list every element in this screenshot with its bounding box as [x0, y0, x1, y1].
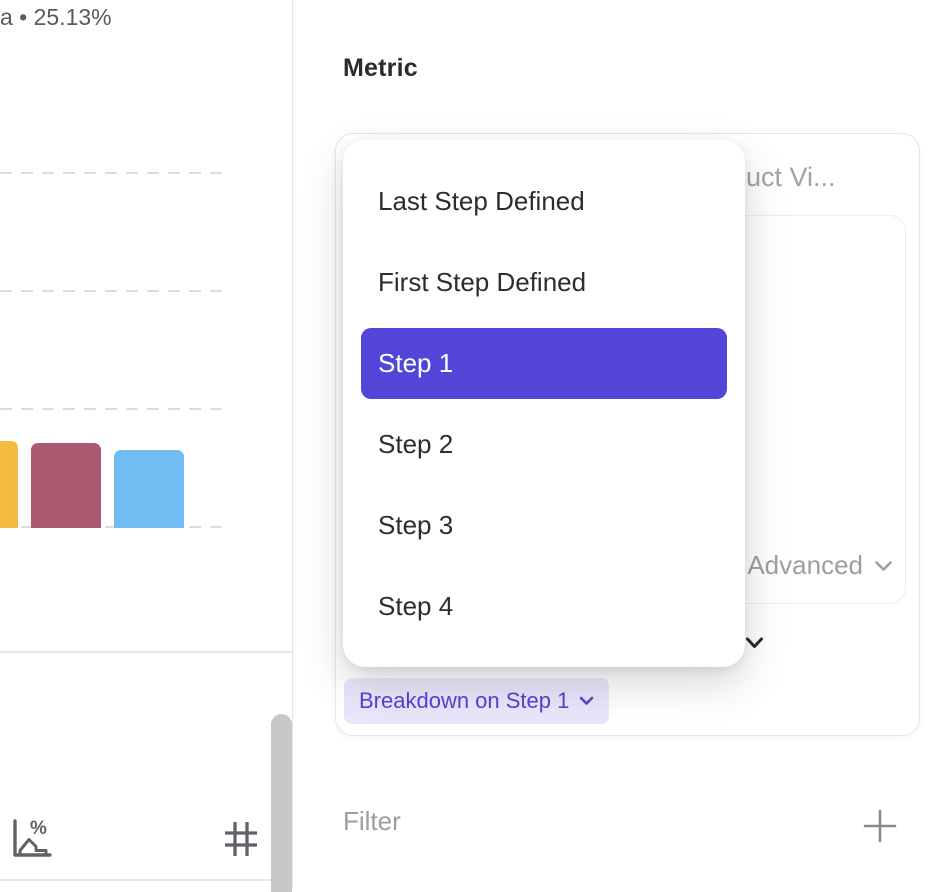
breakdown-chip[interactable]: Breakdown on Step 1: [344, 678, 610, 724]
metric-section-heading: Metric: [343, 53, 418, 82]
chart-gridline: [0, 408, 228, 410]
filter-section-heading: Filter: [343, 806, 401, 836]
dropdown-option-step-3[interactable]: Step 3: [378, 510, 454, 540]
toolbar-bottom-border: [0, 879, 293, 881]
add-filter-button[interactable]: [862, 805, 904, 847]
event-name-truncated: uct Vi...: [746, 162, 836, 192]
step-select-dropdown: Last Step Defined First Step Defined Ste…: [343, 140, 745, 667]
dropdown-option-last-step-defined[interactable]: Last Step Defined: [378, 186, 585, 216]
chart-section-divider: [0, 651, 293, 653]
funnel-bar-blue[interactable]: [114, 450, 184, 528]
dropdown-option-step-1[interactable]: Step 1: [361, 328, 727, 399]
dropdown-option-step-2[interactable]: Step 2: [378, 429, 454, 459]
chart-gridline: [0, 172, 228, 174]
chevron-down-icon: [579, 696, 594, 706]
scrollbar-thumb[interactable]: [271, 714, 292, 892]
chevron-down-icon: [874, 560, 893, 572]
dropdown-option-first-step-defined[interactable]: First Step Defined: [378, 267, 587, 297]
funnel-bar-maroon[interactable]: [31, 443, 101, 528]
chart-preview-panel: a • 25.13% %: [0, 0, 293, 892]
plus-icon: [862, 808, 904, 844]
grid-hash-icon[interactable]: [222, 819, 260, 859]
breakdown-chip-label: Breakdown on Step 1: [359, 688, 570, 713]
chart-gridline: [0, 290, 228, 292]
funnel-bar-orange[interactable]: [0, 441, 18, 528]
advanced-label: Advanced: [747, 550, 863, 580]
legend-fragment: a • 25.13%: [0, 4, 112, 30]
svg-text:%: %: [30, 818, 47, 839]
conversion-chart-percent-icon[interactable]: %: [8, 816, 52, 862]
advanced-toggle[interactable]: Advanced: [747, 550, 893, 581]
chevron-down-icon[interactable]: [745, 636, 764, 650]
dropdown-option-step-4[interactable]: Step 4: [378, 591, 454, 621]
